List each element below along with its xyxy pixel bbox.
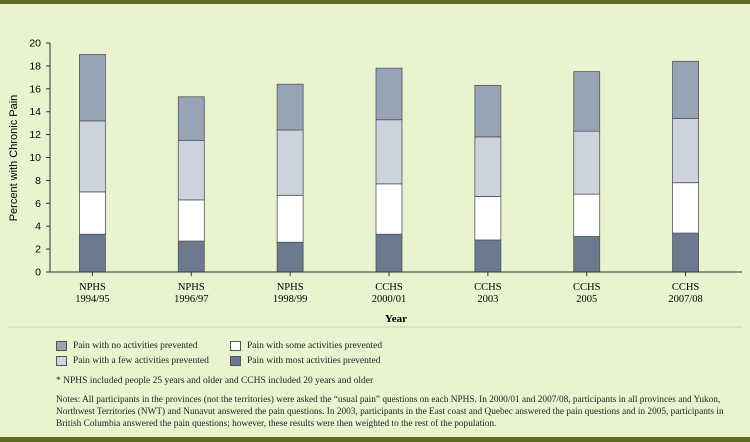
bar-segment-2: [672, 182, 699, 234]
bar-segment-4: [276, 83, 304, 131]
y-tick-label: 18: [29, 60, 41, 72]
x-tick-label-line1: NPHS: [178, 282, 205, 293]
bar-segment-2: [573, 193, 601, 237]
y-tick-label: 10: [29, 152, 41, 164]
legend-swatch: [56, 340, 67, 351]
bar-segment-1: [79, 233, 106, 273]
bar-segment-3: [177, 139, 205, 201]
bar-segment-2: [276, 194, 304, 243]
y-tick-label: 12: [29, 129, 41, 141]
x-tick-label-line2: 1998/99: [273, 294, 307, 305]
x-tick-label-line2: 2005: [576, 294, 597, 305]
x-tick-label-line2: 2007/08: [668, 294, 702, 305]
legend-item-few-activities: Pain with a few activities prevented: [56, 354, 209, 367]
x-axis-label: Year: [385, 313, 407, 325]
bar-segment-3: [672, 118, 699, 184]
legend-label: Pain with some activities prevented: [247, 340, 383, 351]
x-tick-label-line2: 2003: [477, 294, 498, 305]
bar-segment-3: [573, 130, 601, 195]
bar-segment-1: [276, 241, 304, 273]
top-border: [0, 0, 750, 4]
notes: Notes: All participants in the provinces…: [56, 395, 724, 429]
bar-segment-4: [375, 67, 403, 121]
x-tick-label-line1: NPHS: [79, 282, 106, 293]
legend: Pain with no activities prevented Pain w…: [56, 339, 476, 369]
bar-segment-1: [573, 236, 601, 273]
y-axis-label: Percent with Chronic Pain: [8, 95, 20, 222]
y-tick-label: 14: [29, 106, 41, 118]
bar-segment-3: [375, 119, 403, 185]
bar-segment-4: [474, 84, 502, 138]
y-tick-label: 6: [35, 198, 41, 210]
y-tick-label: 2: [35, 244, 41, 256]
x-tick-label-line2: 1994/95: [75, 294, 109, 305]
bar-segment-2: [177, 199, 205, 242]
legend-swatch: [56, 355, 67, 366]
y-tick-label: 4: [35, 221, 41, 233]
bar-segment-3: [276, 129, 304, 196]
x-tick-label-line1: CCHS: [474, 282, 502, 293]
x-tick-label-line1: CCHS: [672, 282, 700, 293]
legend-label: Pain with most activities prevented: [247, 355, 381, 366]
bar-segment-1: [177, 240, 205, 273]
legend-item-some-activities: Pain with some activities prevented: [230, 339, 382, 352]
bar-segment-2: [375, 183, 403, 235]
bar-segment-3: [474, 136, 502, 197]
legend-item-most-activities: Pain with most activities prevented: [230, 354, 381, 367]
bar-segment-4: [672, 60, 699, 119]
y-tick-label: 0: [35, 267, 41, 279]
legend-label: Pain with no activities prevented: [73, 340, 198, 351]
footnote: * NPHS included people 25 years and olde…: [56, 376, 374, 386]
y-tick-label: 20: [29, 38, 41, 50]
legend-item-no-activities: Pain with no activities prevented: [56, 339, 198, 352]
bar-segment-4: [177, 96, 205, 141]
bar-segment-3: [79, 120, 106, 193]
bar-segment-2: [474, 196, 502, 241]
bar-segment-1: [474, 239, 502, 273]
x-tick-label-line2: 2000/01: [372, 294, 406, 305]
legend-label: Pain with a few activities prevented: [73, 355, 209, 366]
bar-segment-4: [79, 54, 106, 122]
legend-swatch: [230, 340, 241, 351]
y-tick-label: 8: [35, 175, 41, 187]
x-tick-label-line1: CCHS: [375, 282, 403, 293]
x-tick-label-line1: CCHS: [573, 282, 601, 293]
stacked-bar-chart: 02468101214161820NPHS1994/95NPHS1996/97N…: [8, 38, 742, 328]
x-tick-label-line2: 1996/97: [174, 294, 208, 305]
bar-segment-1: [672, 232, 699, 273]
legend-swatch: [230, 355, 241, 366]
bar-segment-2: [79, 191, 106, 235]
x-tick-label-line1: NPHS: [277, 282, 304, 293]
bar-segment-1: [375, 233, 403, 273]
bottom-border: [0, 437, 750, 442]
bar-segment-4: [573, 71, 601, 132]
y-tick-label: 16: [29, 83, 41, 95]
